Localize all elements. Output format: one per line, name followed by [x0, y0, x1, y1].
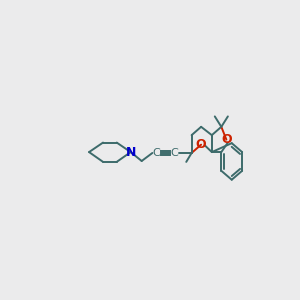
- Text: O: O: [221, 133, 232, 146]
- Text: C: C: [171, 148, 178, 158]
- Text: N: N: [125, 146, 136, 159]
- Text: C: C: [152, 148, 160, 158]
- Text: O: O: [196, 138, 206, 151]
